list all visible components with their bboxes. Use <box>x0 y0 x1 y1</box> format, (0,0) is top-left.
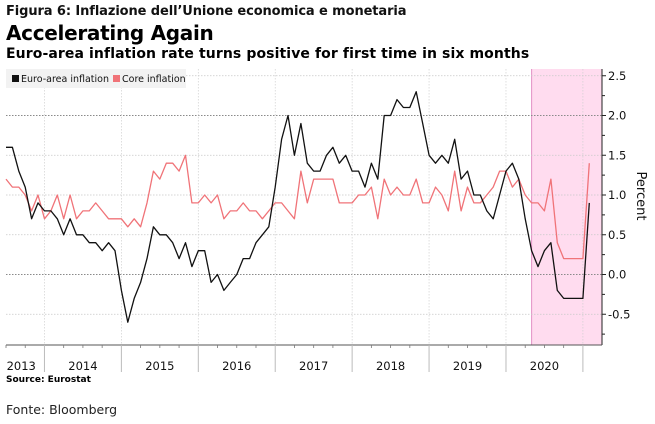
grid-layer <box>6 69 602 345</box>
legend-label-euro-area: Euro-area inflation <box>21 74 109 85</box>
y-tick-label: -0.5 <box>608 307 630 321</box>
legend: Euro-area inflation Core inflation <box>6 69 186 88</box>
euro-area-inflation-line <box>6 91 590 323</box>
legend-swatch-euro-area <box>12 75 19 82</box>
y-tick-label: 0.0 <box>608 268 626 282</box>
source-note: Source: Eurostat <box>6 375 91 385</box>
x-tick-label: 2019 <box>453 359 482 373</box>
core-inflation-line <box>5 154 590 260</box>
chart-title: Accelerating Again <box>6 21 214 45</box>
legend-swatch-core <box>113 75 120 82</box>
chart-subtitle: Euro-area inflation rate turns positive … <box>6 46 530 62</box>
axis-layer: 2.5 2.0 1.5 1.0 0.5 0.0 -0.5 2013 2014 2015 2016 20… <box>5 69 630 373</box>
y-tick-label: 1.5 <box>608 148 626 162</box>
x-tick-label: 2014 <box>68 359 97 373</box>
figure-caption: Figura 6: Inflazione dell’Unione economi… <box>6 4 407 19</box>
x-tick-label: 2015 <box>145 359 174 373</box>
y-tick-label: 0.5 <box>608 228 626 242</box>
y-tick-label: 2.0 <box>608 109 626 123</box>
legend-label-core: Core inflation <box>122 74 186 85</box>
highlight-layer <box>531 69 602 345</box>
y-tick-label: 2.5 <box>608 69 626 83</box>
x-tick-label: 2016 <box>222 359 251 373</box>
x-tick-label: 2020 <box>530 359 559 373</box>
recession-highlight <box>531 69 602 345</box>
fonte-note: Fonte: Bloomberg <box>6 402 118 417</box>
legend-background <box>6 69 186 88</box>
x-tick-label: 2018 <box>376 359 405 373</box>
x-tick-label: 2013 <box>7 359 36 373</box>
series-layer <box>5 91 590 323</box>
x-tick-label: 2017 <box>299 359 328 373</box>
y-axis-label: Percent <box>633 172 648 221</box>
y-tick-label: 1.0 <box>608 188 626 202</box>
